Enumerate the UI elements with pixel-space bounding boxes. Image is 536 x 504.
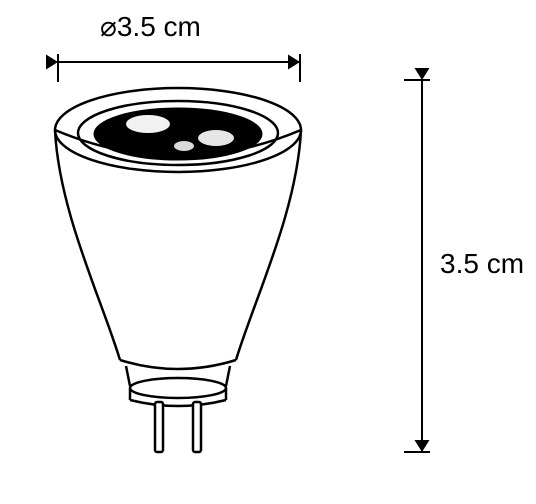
- diagram-canvas: ⌀3.5 cm 3.5 cm: [0, 0, 536, 504]
- drawing-svg: [0, 0, 536, 504]
